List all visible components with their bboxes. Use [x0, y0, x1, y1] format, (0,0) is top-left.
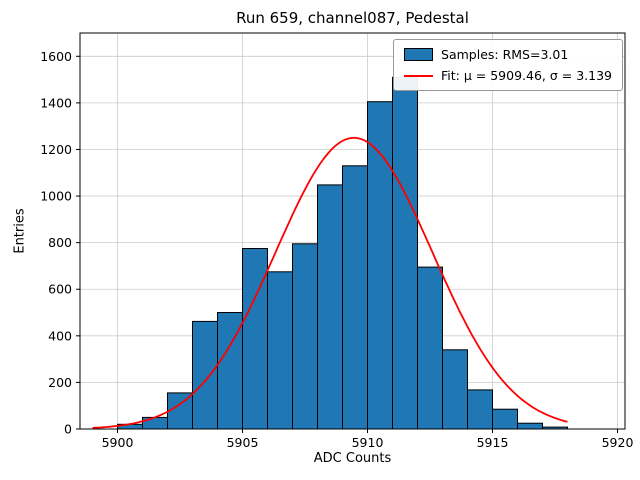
y-axis-label: Entries: [12, 208, 28, 254]
y-tick-label: 0: [64, 422, 72, 437]
histogram-bar: [417, 266, 443, 430]
x-tick-label: 5905: [227, 435, 259, 450]
histogram-bar: [367, 101, 393, 430]
y-tick-label: 800: [48, 235, 72, 250]
chart-title: Run 659, channel087, Pedestal: [236, 9, 469, 27]
legend-label-fit: Fit: μ = 5909.46, σ = 3.139: [441, 68, 612, 83]
histogram-bar: [142, 416, 168, 430]
fit-curve: [92, 136, 568, 429]
x-axis-label: ADC Counts: [313, 451, 392, 466]
y-tick-label: 1200: [40, 142, 72, 157]
histogram-bar: [242, 248, 268, 430]
histogram-bar: [492, 408, 518, 430]
x-tick-label: 5910: [352, 435, 384, 450]
histogram-bar: [392, 76, 418, 430]
x-tick-label: 5915: [477, 435, 509, 450]
legend-label-samples: Samples: RMS=3.01: [441, 47, 569, 62]
legend-item-fit: Fit: μ = 5909.46, σ = 3.139: [404, 68, 612, 83]
plot-border: [79, 32, 626, 430]
x-tick-label: 5920: [602, 435, 634, 450]
legend-item-samples: Samples: RMS=3.01: [404, 47, 612, 62]
y-tick-label: 400: [48, 328, 72, 343]
histogram-bar: [517, 422, 543, 430]
histogram-bar: [342, 165, 368, 430]
histogram-bar: [292, 243, 318, 430]
legend: Samples: RMS=3.01 Fit: μ = 5909.46, σ = …: [393, 39, 623, 91]
histogram-bar: [317, 184, 343, 430]
histogram-bar: [442, 349, 468, 430]
fit-line-swatch: [404, 74, 434, 77]
y-tick-label: 1400: [40, 95, 72, 110]
histogram-bar: [267, 271, 293, 430]
histogram-bar: [467, 389, 493, 430]
y-tick-label: 1000: [40, 189, 72, 204]
x-tick-label: 5900: [102, 435, 134, 450]
y-tick-label: 600: [48, 282, 72, 297]
histogram-bar: [192, 320, 218, 430]
samples-swatch: [404, 48, 434, 61]
y-tick-label: 1600: [40, 49, 72, 64]
y-tick-label: 200: [48, 375, 72, 390]
